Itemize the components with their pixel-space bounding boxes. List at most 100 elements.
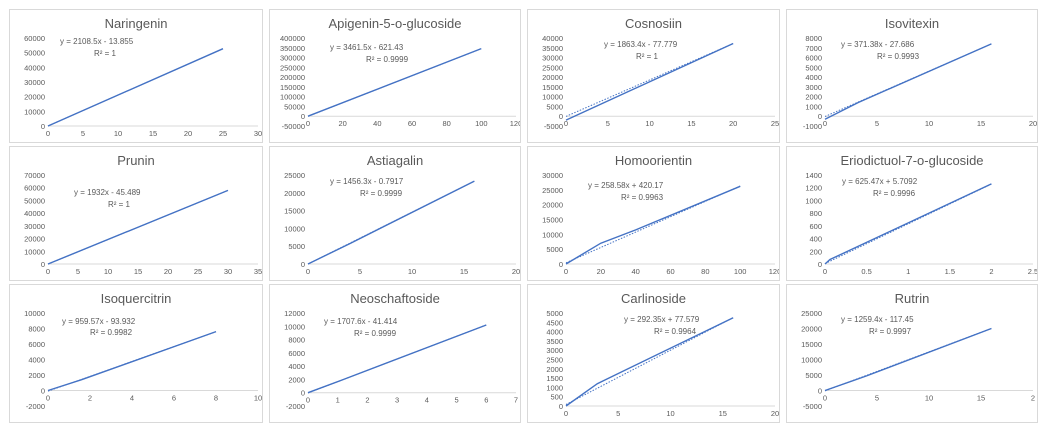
x-tick-label: 10	[104, 267, 112, 276]
r-squared-label: R² = 0.9997	[869, 327, 912, 336]
y-tick-label: 1000	[805, 196, 822, 205]
x-tick-label: 30	[224, 267, 232, 276]
trendline	[47, 189, 229, 265]
x-tick-label: 5	[875, 119, 879, 128]
regression-equation: y = 1456.3x - 0.7917	[330, 177, 404, 186]
x-tick-label: 0	[46, 394, 50, 403]
regression-equation: y = 625.47x + 5.7092	[842, 177, 918, 186]
y-tick-label: 50000	[24, 196, 45, 205]
x-tick-label: 0	[46, 129, 50, 138]
y-tick-label: 25000	[801, 309, 822, 318]
y-tick-label: 5000	[288, 242, 305, 251]
chart-svg: 0 10000 20000 30000 40000 50000 60000 70000 0 5 10…	[24, 171, 262, 276]
y-tick-label: 400	[809, 235, 822, 244]
y-tick-label: 30000	[542, 171, 563, 180]
regression-equation: y = 2108.5x - 13.855	[60, 37, 134, 46]
x-tick-label: 0	[823, 119, 827, 128]
trendline	[307, 324, 487, 394]
chart-panel: Isoquercitrin -2000 0 2000 4000 6000 8000 10000…	[9, 284, 263, 423]
data-series-line	[565, 185, 741, 265]
y-tick-label: 10000	[801, 356, 822, 365]
x-tick-label: 20	[164, 267, 172, 276]
y-tick-label: 10000	[24, 107, 45, 116]
x-tick-label: 15	[719, 409, 727, 418]
x-tick-label: 0	[564, 267, 568, 276]
x-tick-label: 15	[977, 119, 985, 128]
y-tick-label: 0	[559, 112, 563, 121]
regression-equation: y = 1932x - 45.489	[74, 188, 141, 197]
y-tick-label: 12000	[284, 309, 305, 318]
y-tick-label: 1500	[546, 374, 563, 383]
x-tick-label: 20	[512, 267, 520, 276]
x-tick-label: 15	[149, 129, 157, 138]
y-tick-label: 0	[559, 260, 563, 269]
y-tick-label: 10000	[24, 247, 45, 256]
r-squared-label: R² = 1	[108, 200, 131, 209]
r-squared-label: R² = 1	[636, 52, 659, 61]
x-tick-label: 10	[925, 119, 933, 128]
x-tick-label: 20	[729, 119, 737, 128]
y-tick-label: 300000	[280, 54, 305, 63]
x-tick-label: 15	[687, 119, 695, 128]
x-tick-label: 15	[977, 394, 985, 403]
y-tick-label: 40000	[24, 63, 45, 72]
x-tick-label: 5	[454, 396, 458, 405]
x-tick-label: 5	[606, 119, 610, 128]
chart-title: Naringenin	[104, 16, 168, 31]
x-tick-label: 5	[616, 409, 620, 418]
y-tick-label: 20000	[24, 235, 45, 244]
r-squared-label: R² = 0.9963	[621, 193, 664, 202]
chart-panel: Prunin 0 10000 20000 30000 40000 50000 60000 700…	[9, 146, 263, 281]
regression-equation: y = 292.35x + 77.579	[624, 315, 700, 324]
y-tick-label: 15000	[542, 216, 563, 225]
trendline	[565, 43, 734, 117]
y-tick-label: 0	[559, 402, 563, 411]
y-tick-label: 8000	[288, 336, 305, 345]
y-tick-label: 15000	[542, 83, 563, 92]
regression-equation: y = 371.38x - 27.686	[841, 40, 915, 49]
y-tick-label: 800	[809, 209, 822, 218]
y-tick-label: 1400	[805, 171, 822, 180]
chart-title: Homoorientin	[614, 153, 693, 168]
trendline	[824, 327, 992, 392]
x-tick-label: 4	[425, 396, 429, 405]
x-tick-label: 1	[336, 396, 340, 405]
y-tick-label: 2000	[546, 365, 563, 374]
trendline	[307, 180, 475, 265]
x-tick-label: 6	[484, 396, 488, 405]
y-tick-label: 15000	[284, 207, 305, 216]
data-series-line	[824, 183, 992, 265]
y-tick-label: 6000	[805, 54, 822, 63]
r-squared-label: R² = 0.9999	[360, 189, 403, 198]
chart-panel: Rutrin -5000 0 5000 10000 15000 20000 25000 0 5 10…	[786, 284, 1038, 423]
x-tick-label: 2	[88, 394, 92, 403]
x-tick-label: 120	[510, 119, 521, 128]
y-tick-label: 10000	[542, 93, 563, 102]
x-tick-label: 0	[564, 409, 568, 418]
y-tick-label: 3000	[546, 346, 563, 355]
chart-title: Neoschaftoside	[350, 291, 440, 306]
y-tick-label: 5000	[805, 63, 822, 72]
x-tick-label: 10	[114, 129, 122, 138]
chart-title: Prunin	[117, 153, 155, 168]
chart-title: Carlinoside	[620, 291, 687, 306]
x-tick-label: 20	[1029, 119, 1037, 128]
chart-panel: Homoorientin 0 5000 10000 15000 20000 25000 300…	[527, 146, 780, 281]
chart-panel: Naringenin 0 10000 20000 30000 40000 50000 6000…	[9, 9, 263, 143]
chart-panel: Apigenin-5-o-glucoside -50000 0 50000 100000…	[269, 9, 521, 143]
y-tick-label: 30000	[542, 54, 563, 63]
x-tick-label: 1	[906, 267, 910, 276]
y-tick-label: 20000	[284, 189, 305, 198]
x-tick-label: 40	[631, 267, 639, 276]
r-squared-label: R² = 0.9964	[654, 327, 697, 336]
x-tick-label: 60	[408, 119, 416, 128]
y-tick-label: 50000	[284, 102, 305, 111]
chart-panel: Isovitexin -1000 0 1000 2000 3000 4000 5000 6000…	[786, 9, 1038, 143]
x-tick-label: 5	[875, 394, 879, 403]
y-tick-label: 6000	[28, 340, 45, 349]
y-tick-label: 200000	[280, 73, 305, 82]
y-tick-label: 10000	[284, 224, 305, 233]
y-tick-label: 7000	[805, 44, 822, 53]
